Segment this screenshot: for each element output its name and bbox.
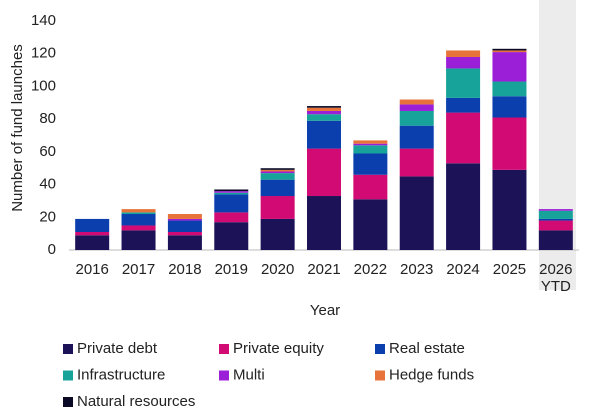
bar-segment	[446, 112, 481, 164]
bar-segment	[307, 114, 341, 121]
legend-label: Private debt	[77, 340, 158, 357]
bar-segment	[75, 218, 110, 233]
x-tick-label: 2025	[493, 261, 526, 278]
x-axis-label: Year	[310, 302, 340, 319]
bar-segment	[446, 56, 481, 69]
bar-segment	[446, 50, 481, 57]
bar-segment	[353, 153, 388, 175]
bar-segment	[307, 110, 341, 115]
bar-segment	[167, 214, 202, 219]
bar-segment	[307, 107, 341, 111]
bar-segment	[167, 232, 202, 236]
x-tick-label: 2019	[215, 261, 248, 278]
bar-segment	[353, 199, 388, 250]
bar-segment	[538, 210, 573, 219]
bar-segment	[538, 218, 573, 221]
y-tick-label: 40	[39, 176, 56, 193]
bar-segment	[260, 218, 295, 250]
y-tick-label: 60	[39, 143, 56, 160]
bar-segment	[492, 117, 527, 170]
y-tick-label: 100	[31, 77, 56, 94]
legend-label: Multi	[233, 366, 265, 383]
x-tick-label: 2018	[168, 261, 201, 278]
bar-segment	[167, 220, 202, 233]
bar-segment	[260, 179, 295, 197]
legend-swatch	[63, 397, 73, 407]
bar-segment	[492, 81, 527, 97]
x-tick-label: 2023	[400, 261, 433, 278]
bar-segment	[538, 220, 573, 231]
legend-swatch	[375, 370, 385, 381]
bar-segment	[167, 235, 202, 250]
bar-segment	[353, 140, 388, 144]
x-tick-label: 2020	[261, 261, 294, 278]
bar-segment	[492, 48, 527, 51]
bar-segment	[260, 168, 295, 170]
bar-segment	[214, 222, 249, 250]
bar-segment	[260, 171, 295, 174]
legend-label: Hedge funds	[389, 366, 474, 383]
bar-segment	[75, 235, 110, 250]
bar-segment	[399, 104, 434, 111]
bar-segment	[214, 192, 249, 195]
bar-segment	[214, 194, 249, 213]
y-tick-label: 20	[39, 208, 56, 225]
bar-segment	[353, 174, 388, 200]
y-axis-label: Number of fund launches	[9, 44, 26, 212]
y-tick-label: 140	[31, 12, 56, 29]
bar-segment	[214, 189, 249, 192]
bar-segment	[307, 120, 341, 149]
bar-segment	[353, 145, 388, 154]
bar-segment	[399, 110, 434, 126]
bar-segment	[353, 143, 388, 146]
bar-segment	[399, 176, 434, 250]
bar-segment	[121, 212, 156, 215]
bar-segment	[446, 97, 481, 113]
bar-segment	[446, 68, 481, 98]
bar-segment	[214, 191, 249, 193]
bar-segment	[399, 99, 434, 105]
bar-segment	[446, 163, 481, 250]
bar-segment	[492, 50, 527, 53]
legend-swatch	[63, 370, 73, 381]
legend-label: Private equity	[233, 340, 324, 357]
legend-swatch	[375, 344, 385, 354]
y-tick-label: 0	[48, 241, 56, 258]
bar-segment	[307, 148, 341, 197]
bar-segment	[167, 218, 202, 221]
bar-segment	[307, 196, 341, 250]
legend-swatch	[219, 370, 229, 381]
legend-label: Infrastructure	[77, 366, 165, 383]
bar-segment	[399, 148, 434, 177]
bar-segment	[214, 212, 249, 223]
bar-segment	[492, 169, 527, 250]
legend-label: Natural resources	[77, 393, 195, 410]
x-tick-label: 2021	[307, 261, 340, 278]
x-tick-label: 2016	[75, 261, 108, 278]
x-tick-label: 2024	[446, 261, 479, 278]
bar-segment	[260, 173, 295, 180]
bar-segment	[121, 225, 156, 231]
bar-segment	[121, 209, 156, 213]
x-tick-label: 2022	[354, 261, 387, 278]
bar-segment	[260, 196, 295, 219]
bar-segment	[260, 169, 295, 172]
x-tick-label: 2026 YTD	[539, 261, 572, 295]
bar-segment	[121, 230, 156, 250]
bar-segment	[121, 214, 156, 226]
y-tick-label: 80	[39, 110, 56, 127]
bar-segment	[538, 230, 573, 250]
legend-swatch	[63, 344, 73, 354]
y-tick-label: 120	[31, 45, 56, 62]
bar-segment	[307, 106, 341, 108]
bar-segment	[399, 125, 434, 149]
x-tick-label: 2017	[122, 261, 155, 278]
legend-swatch	[219, 344, 229, 354]
bar-segment	[75, 232, 110, 236]
legend-label: Real estate	[389, 340, 465, 357]
bar-segment	[492, 96, 527, 118]
bar-segment	[492, 52, 527, 82]
bar-segment	[538, 209, 573, 211]
